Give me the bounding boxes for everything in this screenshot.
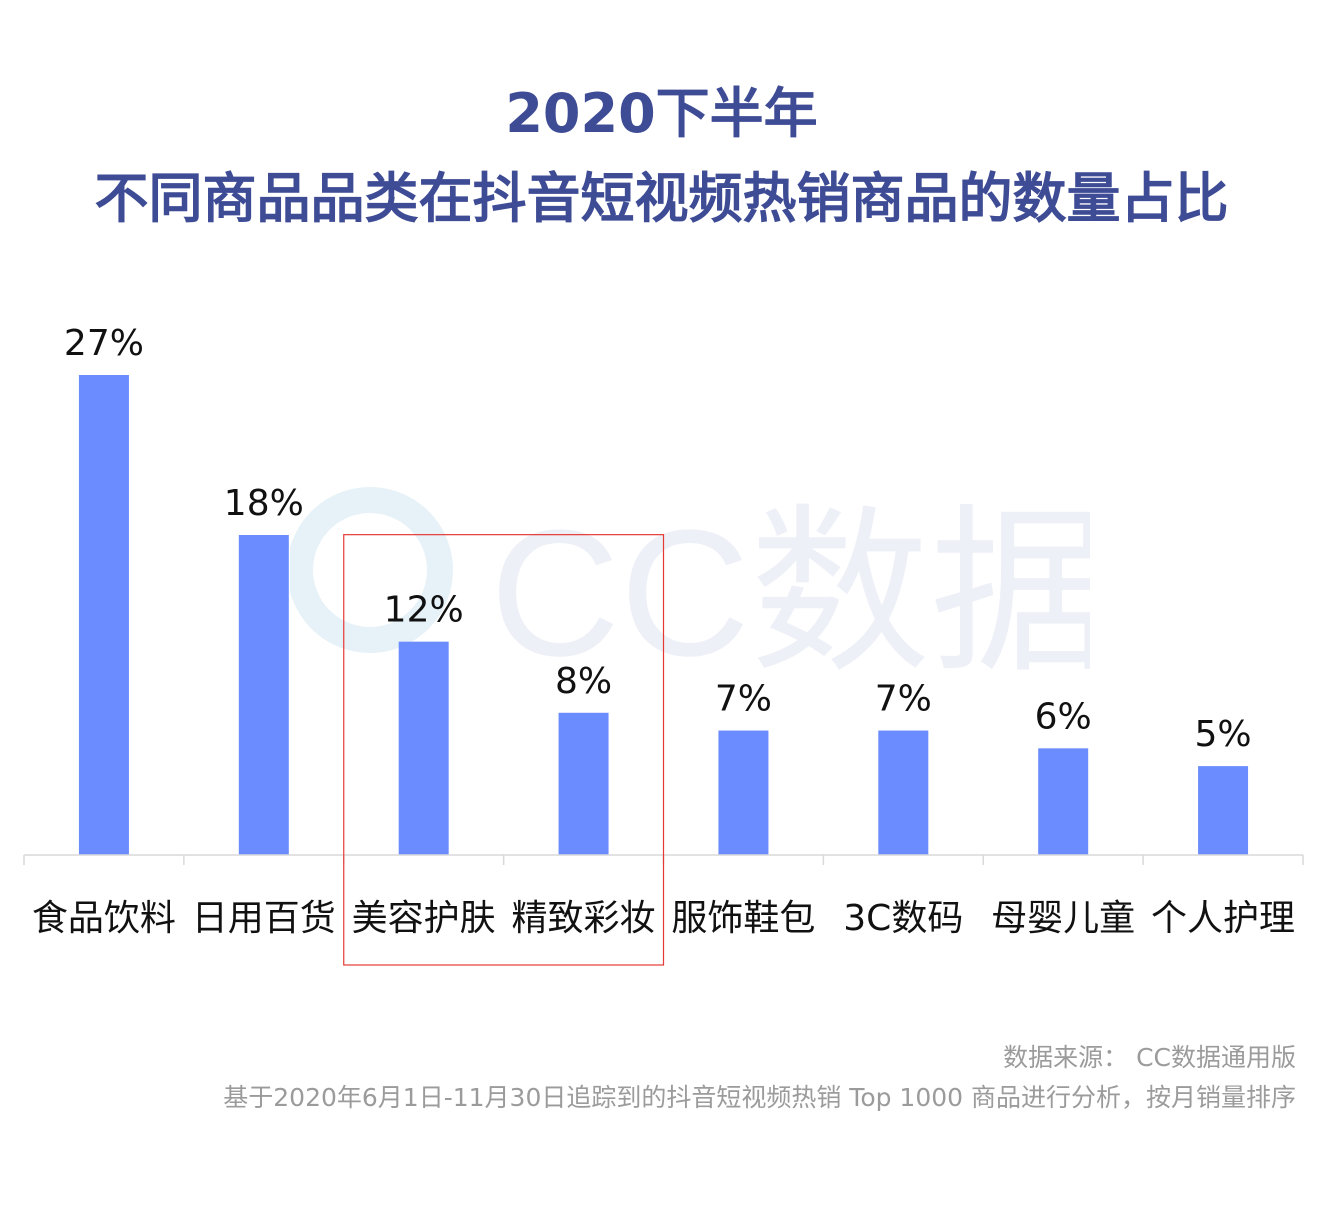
- bar-5: [718, 730, 769, 855]
- data-label-8: 5%: [1195, 714, 1252, 755]
- data-label-4: 8%: [555, 661, 612, 702]
- methodology-note: 基于2020年6月1日-11月30日追踪到的抖音短视频热销 Top 1000 商…: [223, 1083, 1296, 1112]
- bar-8: [1198, 766, 1249, 855]
- category-label-6: 3C数码: [843, 898, 963, 939]
- category-label-2: 日用百货: [192, 898, 336, 939]
- category-labels-layer: 食品饮料 日用百货 美容护肤 精致彩妆 服饰鞋包 3C数码 母婴儿童 个人护理: [32, 898, 1295, 939]
- data-label-3: 12%: [384, 590, 464, 631]
- category-label-7: 母婴儿童: [991, 898, 1135, 939]
- bar-6: [878, 730, 929, 855]
- data-labels-layer: 27% 18% 12% 8% 7% 7% 6% 5%: [64, 323, 1252, 755]
- data-source-note: 数据来源： CC数据通用版: [1003, 1043, 1296, 1072]
- highlight-box: [343, 534, 665, 966]
- category-label-3: 美容护肤: [352, 898, 496, 939]
- chart-title-line2: 不同商品品类在抖音短视频热销商品的数量占比: [94, 167, 1229, 230]
- category-label-1: 食品饮料: [32, 898, 176, 939]
- data-label-6: 7%: [875, 679, 932, 720]
- category-label-4: 精致彩妆: [512, 898, 656, 939]
- data-label-7: 6%: [1035, 696, 1092, 737]
- bar-4: [558, 712, 609, 855]
- chart-title-line1: 2020下半年: [505, 82, 818, 145]
- bar-7: [1038, 748, 1089, 855]
- bar-3: [398, 641, 449, 855]
- highlight-layer: [343, 534, 665, 966]
- bars-layer: [78, 375, 1249, 855]
- data-label-2: 18%: [224, 483, 304, 524]
- data-label-1: 27%: [64, 323, 144, 364]
- bar-1: [78, 375, 129, 855]
- bar-2: [238, 535, 289, 855]
- data-label-5: 7%: [715, 679, 772, 720]
- category-label-5: 服饰鞋包: [671, 898, 815, 939]
- category-label-8: 个人护理: [1151, 898, 1295, 939]
